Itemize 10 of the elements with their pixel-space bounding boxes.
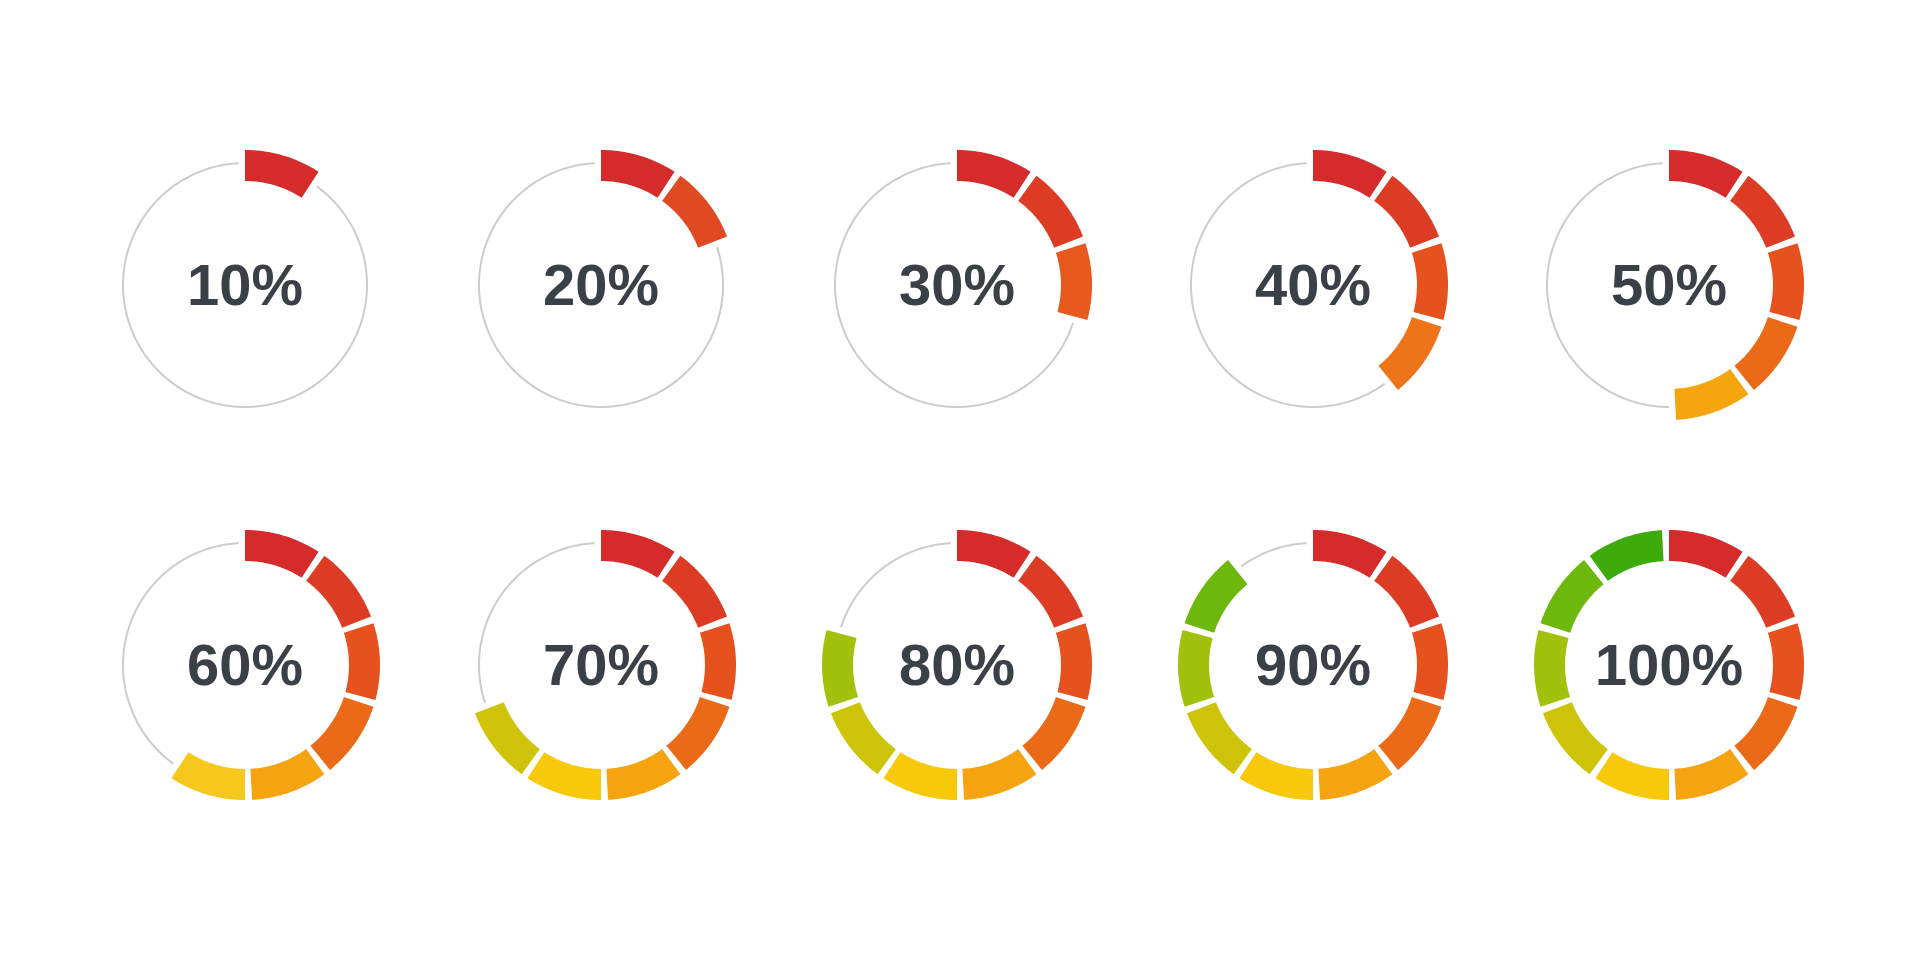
text: 100% [1598,644,1742,686]
text: 50% [1612,264,1726,306]
text: 60% [189,644,302,686]
text: 10% [190,264,302,306]
text: 90% [1256,644,1370,686]
text: 30% [900,264,1014,306]
text: 20% [544,264,658,306]
text: 70% [545,644,658,686]
text: 40% [1255,264,1370,306]
text: 80% [900,644,1014,686]
